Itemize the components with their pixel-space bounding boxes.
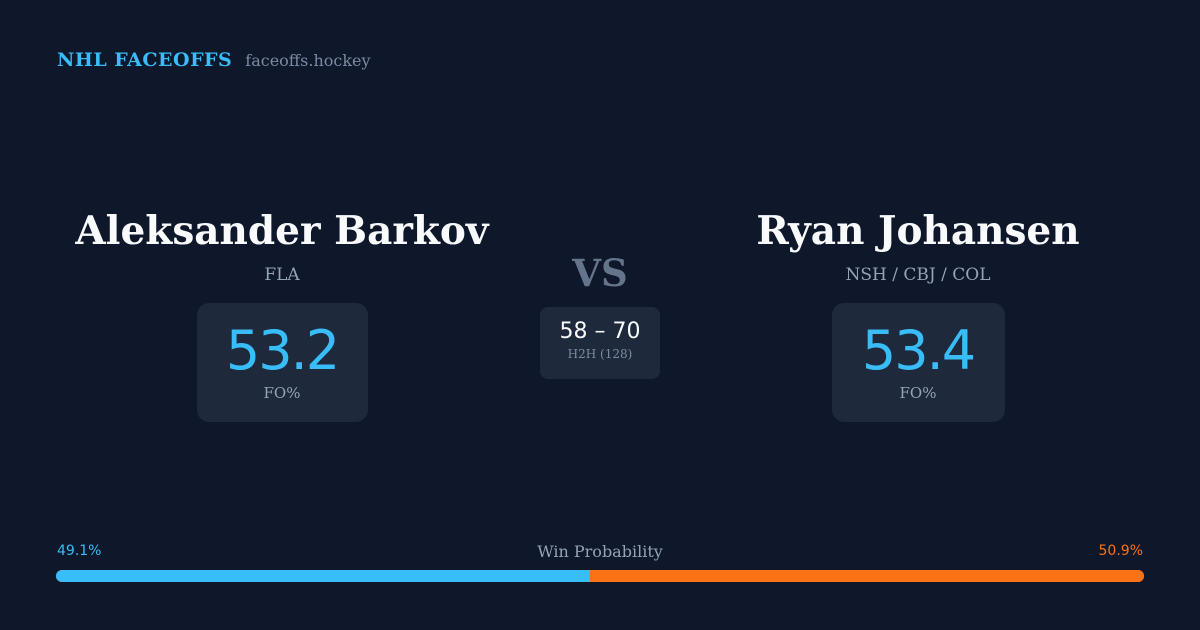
player-name: Ryan Johansen [756,208,1080,254]
faceoff-percentage: 53.2 [225,319,340,382]
faceoff-stat-box: 53.4 FO% [831,303,1005,422]
player-card-right: Ryan Johansen NSH / CBJ / COL 53.4 FO% [658,206,1178,422]
versus-label: VS [572,251,628,295]
faceoff-label: FO% [263,384,301,402]
player-teams: FLA [264,265,300,285]
player-teams: NSH / CBJ / COL [845,265,991,285]
win-probability-bar-left [56,570,591,582]
brand-logo-text[interactable]: NHL FACEOFFS [57,49,233,71]
header: NHL FACEOFFS faceoffs.hockey [57,49,371,71]
player-name: Aleksander Barkov [75,208,489,254]
faceoff-percentage: 53.4 [861,319,976,382]
head-to-head-score: 58 – 70 [559,319,641,344]
faceoff-label: FO% [899,384,937,402]
site-domain[interactable]: faceoffs.hockey [245,51,371,70]
win-probability-bar-right [590,570,1144,582]
head-to-head-box: 58 – 70 H2H (128) [540,307,660,379]
win-probability-left: 49.1% [57,543,102,559]
win-probability-bar [56,570,1144,582]
win-probability-right: 50.9% [1098,543,1143,559]
head-to-head-label: H2H (128) [567,347,633,361]
win-probability-title: Win Probability [537,542,663,561]
faceoff-stat-box: 53.2 FO% [196,303,368,422]
player-card-left: Aleksander Barkov FLA 53.2 FO% [22,206,542,422]
